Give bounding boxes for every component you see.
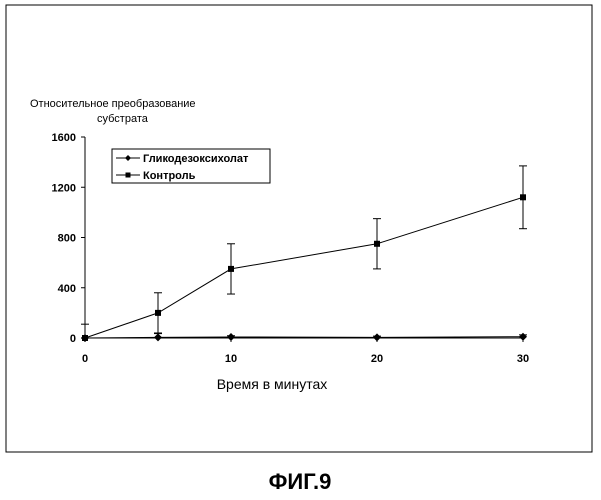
y-axis-label-line1: Относительное преобразование (30, 98, 196, 110)
y-tick-label: 0 (70, 333, 76, 345)
y-tick-label: 400 (58, 283, 76, 295)
figure-caption: ФИГ.9 (269, 469, 332, 494)
data-point-square (374, 241, 380, 247)
series-layer (81, 166, 527, 342)
y-axis-label-line2: субстрата (97, 113, 149, 125)
x-tick-label: 10 (225, 353, 237, 365)
x-tick-label: 20 (371, 353, 383, 365)
x-axis-label: Время в минутах (217, 376, 328, 392)
data-point-diamond (154, 333, 162, 341)
legend-label-control: Контроль (143, 170, 196, 182)
y-tick-label: 1600 (52, 132, 76, 144)
series-line-1 (85, 197, 523, 338)
y-tick-label: 800 (58, 233, 76, 245)
legend-label-glycodeoxycholate: Гликодезоксихолат (143, 153, 249, 165)
y-tick-label: 1200 (52, 182, 76, 194)
x-ticks: 0 10 20 30 (82, 338, 529, 365)
data-point-square (155, 310, 161, 316)
data-point-diamond (227, 333, 235, 341)
data-point-square (82, 335, 88, 341)
data-point-square (520, 194, 526, 200)
data-point-diamond (373, 333, 381, 341)
x-tick-label: 30 (517, 353, 529, 365)
legend: Гликодезоксихолат Контроль (112, 149, 270, 183)
data-point-diamond (519, 333, 527, 341)
legend-marker-square (126, 173, 131, 178)
x-tick-label: 0 (82, 353, 88, 365)
data-point-square (228, 266, 234, 272)
y-ticks: 0 400 800 1200 1600 (52, 132, 85, 345)
